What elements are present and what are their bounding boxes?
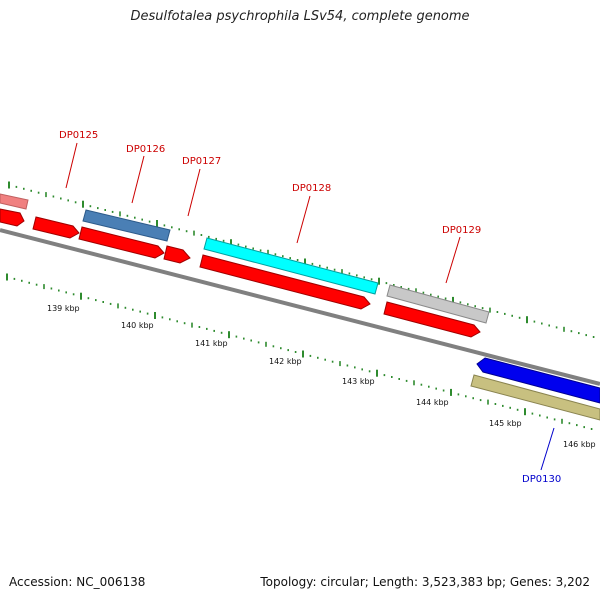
feature-block-khaki bbox=[470, 374, 600, 421]
feature-block-gray bbox=[386, 284, 490, 324]
kbp-label: 140 kbp bbox=[121, 321, 154, 330]
kbp-label: 139 kbp bbox=[47, 304, 80, 313]
gene-label-dp0129: DP0129 bbox=[442, 225, 481, 236]
feature-block-pink bbox=[0, 193, 29, 210]
label-leader-dp0125 bbox=[65, 142, 78, 189]
cds-arrow bbox=[32, 216, 80, 239]
cds-arrow bbox=[383, 301, 481, 338]
label-leader-dp0130 bbox=[540, 427, 555, 471]
label-leader-dp0126 bbox=[131, 155, 145, 204]
feature-block-cyan bbox=[203, 237, 379, 295]
gene-label-dp0126: DP0126 bbox=[126, 144, 165, 155]
kbp-label: 144 kbp bbox=[416, 398, 449, 407]
label-leader-dp0128 bbox=[296, 195, 311, 244]
kbp-label: 145 kbp bbox=[489, 419, 522, 428]
cds-arrow bbox=[0, 208, 25, 227]
label-leader-dp0129 bbox=[445, 236, 461, 284]
gene-label-dp0130: DP0130 bbox=[522, 474, 561, 485]
cds-arrow bbox=[78, 226, 165, 259]
reverse-cds-arrow bbox=[476, 357, 600, 404]
outer-tick-row bbox=[8, 181, 595, 338]
kbp-label: 141 kbp bbox=[195, 339, 228, 348]
cds-arrow bbox=[199, 254, 371, 310]
topology-text: Topology: circular; Length: 3,523,383 bp… bbox=[260, 575, 590, 589]
kbp-label: 142 kbp bbox=[269, 357, 302, 366]
gene-label-dp0127: DP0127 bbox=[182, 156, 221, 167]
gene-label-dp0125: DP0125 bbox=[59, 130, 98, 141]
map-title: Desulfotalea psychrophila LSv54, complet… bbox=[130, 9, 470, 24]
accession-text: Accession: NC_006138 bbox=[9, 575, 146, 589]
kbp-label: 143 kbp bbox=[342, 377, 375, 386]
feature-block-steelblue bbox=[82, 209, 171, 242]
inner-tick-row bbox=[6, 273, 593, 430]
gene-label-dp0128: DP0128 bbox=[292, 183, 331, 194]
label-leader-dp0127 bbox=[187, 168, 201, 217]
genome-backbone bbox=[0, 228, 600, 386]
cds-arrow bbox=[163, 245, 191, 264]
kbp-label: 146 kbp bbox=[563, 440, 596, 449]
